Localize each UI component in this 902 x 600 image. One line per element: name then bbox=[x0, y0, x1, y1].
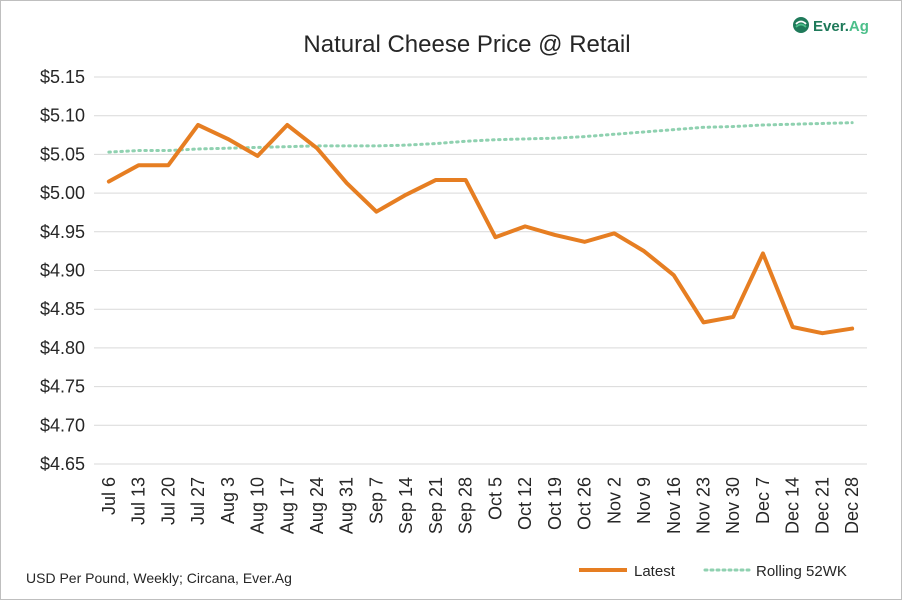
x-tick-label: Dec 28 bbox=[842, 477, 862, 534]
legend-label-latest: Latest bbox=[634, 563, 676, 580]
x-tick-label: Oct 12 bbox=[515, 477, 535, 530]
y-tick-label: $5.00 bbox=[40, 183, 85, 203]
series-line-latest bbox=[106, 122, 855, 336]
x-tick-label: Nov 30 bbox=[723, 477, 743, 534]
y-tick-label: $5.15 bbox=[40, 67, 85, 87]
x-tick-label: Jul 27 bbox=[188, 477, 208, 525]
logo: Ever.Ag bbox=[793, 17, 869, 35]
chart-title: Natural Cheese Price @ Retail bbox=[303, 31, 630, 58]
series-layer bbox=[106, 121, 855, 336]
x-tick-label: Aug 10 bbox=[248, 477, 268, 534]
x-tick-label: Oct 5 bbox=[485, 477, 505, 520]
y-tick-label: $4.85 bbox=[40, 299, 85, 319]
x-tick-label: Sep 7 bbox=[366, 477, 386, 524]
legend: Latest Rolling 52WK bbox=[579, 563, 847, 580]
x-tick-label: Dec 21 bbox=[812, 477, 832, 534]
y-tick-label: $4.75 bbox=[40, 377, 85, 397]
x-tick-label: Jul 13 bbox=[129, 477, 149, 525]
gridlines bbox=[94, 76, 867, 465]
y-axis-ticks: $4.65 $4.70 $4.75 $4.80 $4.85 $4.90 $4.95 $5.00… bbox=[40, 67, 85, 474]
x-tick-label: Jul 6 bbox=[99, 477, 119, 515]
y-tick-label: $4.95 bbox=[40, 222, 85, 242]
source-note: USD Per Pound, Weekly; Circana, Ever.Ag bbox=[26, 570, 292, 586]
legend-label-rolling: Rolling 52WK bbox=[756, 563, 847, 580]
y-tick-label: $4.65 bbox=[40, 454, 85, 474]
x-tick-label: Sep 28 bbox=[456, 477, 476, 534]
y-tick-label: $4.90 bbox=[40, 261, 85, 281]
x-tick-label: Oct 26 bbox=[575, 477, 595, 530]
logo-text: Ever.Ag bbox=[813, 18, 869, 35]
x-tick-label: Nov 23 bbox=[693, 477, 713, 534]
x-tick-label: Jul 20 bbox=[158, 477, 178, 525]
x-tick-label: Dec 14 bbox=[783, 477, 803, 534]
x-tick-label: Aug 3 bbox=[218, 477, 238, 524]
x-axis-ticks: Jul 6 Jul 13 Jul 20 Jul 27 Aug 3 Aug 10 Aug 17… bbox=[99, 477, 862, 534]
x-tick-label: Sep 21 bbox=[426, 477, 446, 534]
x-tick-label: Aug 24 bbox=[307, 477, 327, 534]
x-tick-label: Nov 2 bbox=[604, 477, 624, 524]
x-tick-label: Nov 16 bbox=[664, 477, 684, 534]
x-tick-label: Aug 17 bbox=[277, 477, 297, 534]
series-line-rolling-52wk bbox=[107, 121, 854, 154]
x-tick-label: Oct 19 bbox=[545, 477, 565, 530]
x-tick-label: Dec 7 bbox=[753, 477, 773, 524]
y-tick-label: $4.80 bbox=[40, 338, 85, 358]
y-tick-label: $4.70 bbox=[40, 415, 85, 435]
y-tick-label: $5.10 bbox=[40, 106, 85, 126]
x-tick-label: Nov 9 bbox=[634, 477, 654, 524]
x-tick-label: Aug 31 bbox=[337, 477, 357, 534]
x-tick-label: Sep 14 bbox=[396, 477, 416, 534]
y-tick-label: $5.05 bbox=[40, 144, 85, 164]
